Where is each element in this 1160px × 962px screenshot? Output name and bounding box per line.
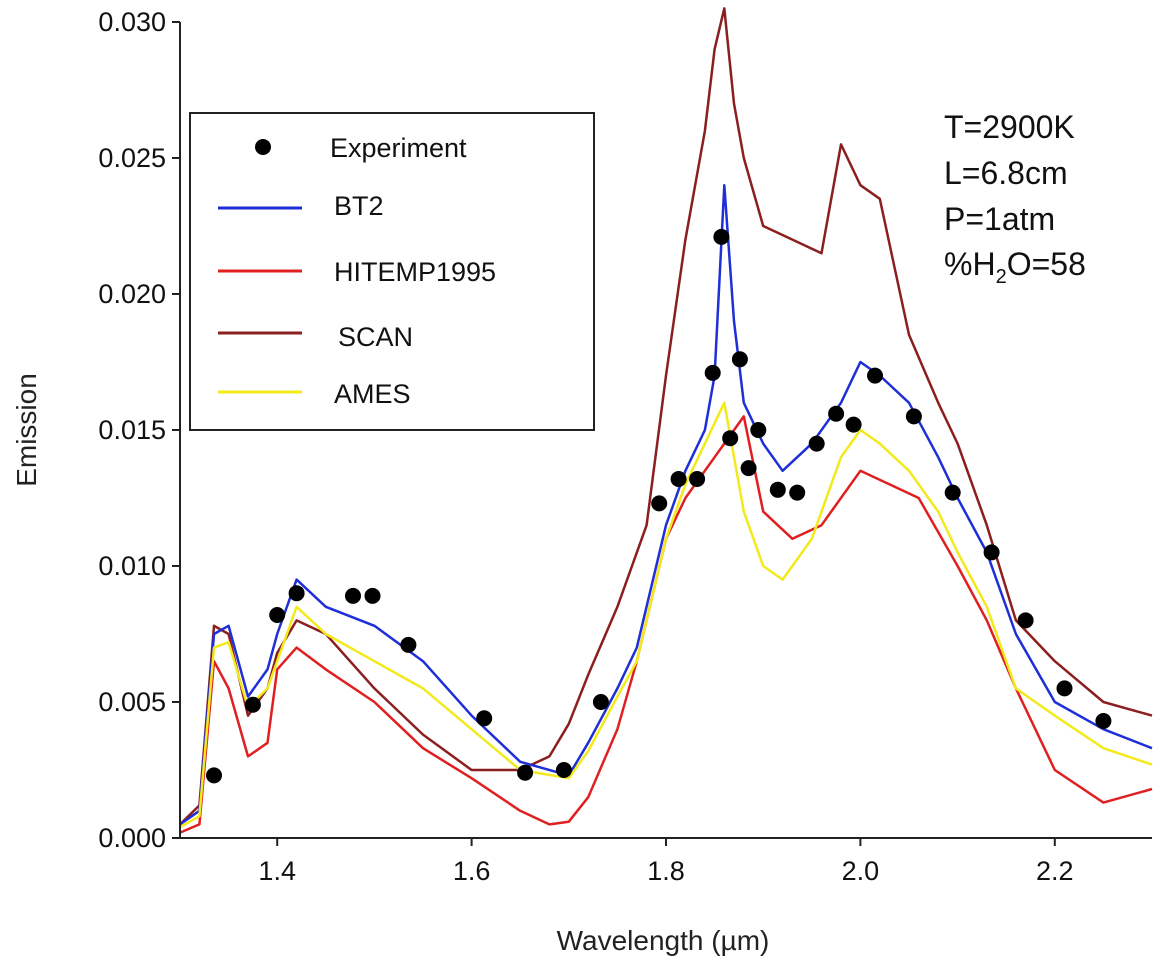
experiment-point xyxy=(845,416,862,433)
x-axis-title: Wavelength (µm) xyxy=(557,925,770,956)
experiment-point xyxy=(476,710,493,727)
experiment-point xyxy=(345,587,361,604)
x-tick-label: 2.0 xyxy=(842,856,880,886)
annotation-length: L=6.8cm xyxy=(944,155,1068,191)
annotation-temperature: T=2900K xyxy=(944,109,1075,145)
annotation-pressure: P=1atm xyxy=(944,201,1055,237)
x-tick-label: 1.6 xyxy=(453,856,491,886)
legend-label-ames: AMES xyxy=(334,379,411,409)
annotation-water-prefix: %H xyxy=(944,246,996,282)
experiment-point xyxy=(808,435,825,452)
plot-area xyxy=(179,7,1153,834)
annotation-water-subscript: 2 xyxy=(996,266,1007,288)
y-tick-label: 0.010 xyxy=(98,551,166,581)
y-ticks: 0.000 0.005 0.010 0.015 0.020 0.025 0.030 xyxy=(98,7,180,853)
legend: Experiment BT2 HITEMP1995 SCAN AMES xyxy=(189,112,595,431)
experiment-point xyxy=(244,696,261,713)
experiment-point xyxy=(269,607,286,623)
experiment-point xyxy=(731,351,748,368)
legend-label-bt2: BT2 xyxy=(334,191,384,221)
experiment-point xyxy=(555,762,572,778)
experiment-point xyxy=(750,422,767,438)
legend-marker-experiment xyxy=(255,139,271,155)
y-tick-label: 0.020 xyxy=(98,279,166,309)
y-tick-label: 0.025 xyxy=(98,143,166,173)
experiment-point xyxy=(828,405,845,422)
experiment-point xyxy=(400,636,417,653)
experiment-point xyxy=(670,471,687,487)
x-tick-label: 1.4 xyxy=(258,856,296,886)
legend-label-hitemp1995: HITEMP1995 xyxy=(334,257,496,287)
experiment-point xyxy=(905,408,922,425)
experiment-point xyxy=(592,694,609,710)
y-tick-label: 0.005 xyxy=(98,687,166,717)
experiment-point xyxy=(1056,680,1073,697)
experiment-point xyxy=(517,764,534,781)
series-line-ames xyxy=(179,401,1153,829)
legend-label-experiment: Experiment xyxy=(330,133,467,163)
series-line-bt2 xyxy=(179,183,1153,826)
experiment-point xyxy=(769,481,786,498)
y-axis-title: Emission xyxy=(11,373,42,487)
experiment-point xyxy=(867,367,883,384)
experiment-point xyxy=(983,544,1000,561)
experiment-point xyxy=(740,460,757,477)
experiment-point xyxy=(689,471,706,487)
y-tick-label: 0.000 xyxy=(98,823,166,853)
experiment-point xyxy=(206,767,222,784)
experiment-point xyxy=(364,587,381,604)
experiment-point xyxy=(944,484,961,501)
experiment-point xyxy=(1095,713,1112,729)
x-tick-label: 2.2 xyxy=(1036,856,1074,886)
x-tick-label: 1.8 xyxy=(647,856,685,886)
annotation-water-suffix: O=58 xyxy=(1007,246,1086,282)
conditions-annotation: T=2900K L=6.8cm P=1atm %H2O=58 xyxy=(944,109,1086,288)
legend-label-scan: SCAN xyxy=(338,322,413,352)
experiment-point xyxy=(1017,612,1034,629)
annotation-water-fraction: %H2O=58 xyxy=(944,246,1086,288)
experiment-point xyxy=(651,495,668,512)
experiment-point xyxy=(722,430,739,447)
experiment-point xyxy=(789,484,806,501)
experiment-point xyxy=(713,228,730,245)
experiment-point xyxy=(288,585,305,602)
x-ticks: 1.4 1.6 1.8 2.0 2.2 xyxy=(258,838,1074,886)
experiment-point xyxy=(704,364,721,381)
y-tick-label: 0.015 xyxy=(98,415,166,445)
y-tick-label: 0.030 xyxy=(98,7,166,37)
series-line-hitemp1995 xyxy=(179,415,1153,834)
